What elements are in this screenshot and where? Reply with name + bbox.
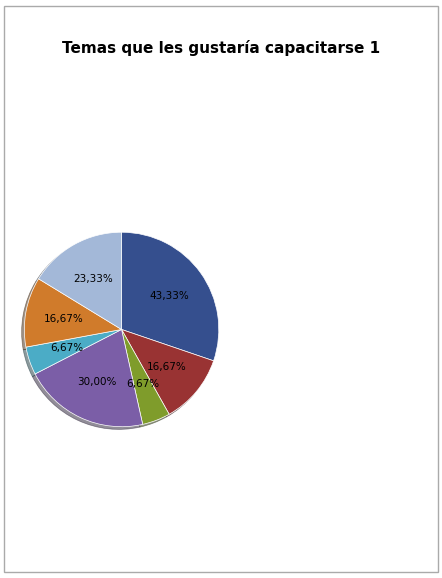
Wedge shape — [122, 329, 213, 414]
Text: 16,67%: 16,67% — [44, 314, 84, 324]
Text: 43,33%: 43,33% — [149, 291, 189, 301]
Text: 6,67%: 6,67% — [126, 379, 159, 389]
Legend: Pedagogía
educativa, Teorías del
aprendizaje, valores y
educación, Gerencia y ge: Pedagogía educativa, Teorías del aprendi… — [236, 173, 357, 416]
Text: 30,00%: 30,00% — [77, 377, 117, 387]
Wedge shape — [122, 232, 219, 361]
Wedge shape — [26, 329, 122, 374]
Wedge shape — [38, 232, 122, 329]
Text: Temas que les gustaría capacitarse 1: Temas que les gustaría capacitarse 1 — [62, 40, 380, 57]
Text: 23,33%: 23,33% — [73, 273, 113, 284]
Wedge shape — [35, 329, 143, 427]
Text: 6,67%: 6,67% — [50, 343, 83, 353]
Wedge shape — [24, 279, 122, 347]
Text: 16,67%: 16,67% — [147, 362, 186, 372]
Wedge shape — [122, 329, 169, 424]
